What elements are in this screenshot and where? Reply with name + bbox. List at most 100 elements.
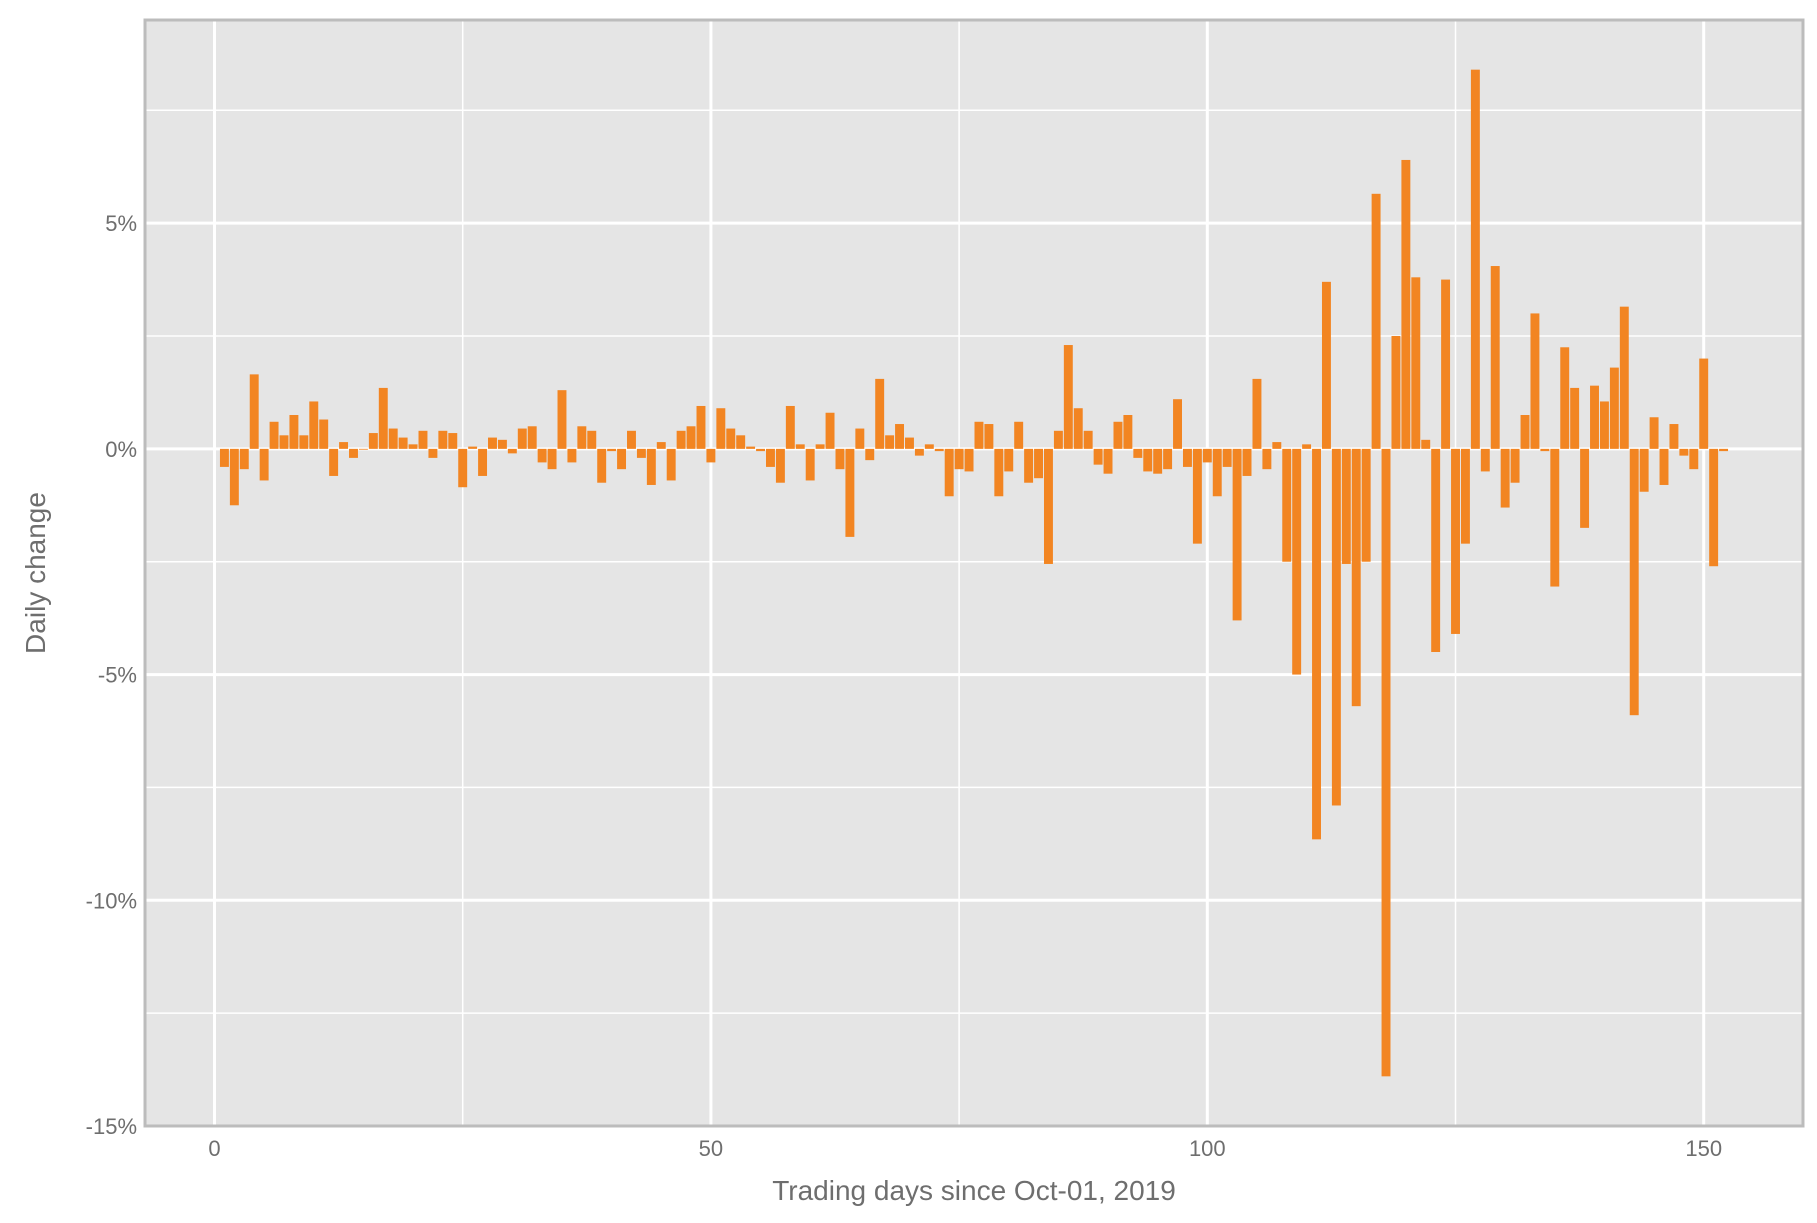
bar: [686, 426, 696, 449]
bar: [627, 430, 636, 449]
bar: [1699, 358, 1709, 449]
bar: [1302, 444, 1312, 449]
bar: [1441, 279, 1451, 449]
bar: [358, 448, 368, 450]
bar: [1391, 336, 1401, 449]
bar: [1609, 367, 1619, 449]
bar: [1371, 193, 1381, 449]
bar: [1222, 448, 1232, 467]
bar: [944, 448, 954, 497]
bar: [636, 448, 646, 458]
bar: [716, 408, 726, 449]
bar: [557, 390, 567, 449]
bar: [676, 430, 686, 449]
bar: [875, 378, 885, 449]
bar: [855, 428, 865, 449]
bar: [706, 448, 716, 463]
bar: [1351, 448, 1361, 707]
y-tick-label: -10%: [86, 888, 137, 913]
bar: [984, 424, 994, 449]
bar: [607, 448, 617, 452]
bar: [597, 448, 607, 483]
bar: [368, 433, 378, 449]
bar: [785, 405, 795, 449]
bar: [1093, 448, 1103, 465]
bar: [924, 444, 934, 449]
bar: [646, 448, 656, 485]
bar: [1500, 448, 1510, 508]
bar: [567, 448, 577, 463]
bar: [329, 448, 339, 476]
bar: [587, 430, 597, 449]
bar: [1341, 448, 1351, 564]
bar: [478, 448, 488, 476]
bar: [964, 448, 974, 472]
bar: [428, 448, 438, 458]
x-tick-label: 0: [208, 1136, 220, 1161]
bar: [448, 433, 458, 449]
bar: [1252, 378, 1262, 449]
bar: [1590, 385, 1599, 449]
bar: [1312, 448, 1321, 840]
plot-background: [145, 20, 1803, 1126]
bar: [289, 415, 299, 449]
bar: [1262, 448, 1272, 470]
bar: [1073, 408, 1083, 449]
bar: [1182, 448, 1192, 467]
bar: [1143, 448, 1153, 472]
y-axis-title: Daily change: [20, 492, 51, 654]
bar: [537, 448, 547, 463]
y-tick-label: 5%: [105, 211, 137, 236]
bar: [259, 448, 269, 481]
bar-series: [219, 69, 1729, 1077]
y-tick-label: -5%: [98, 663, 137, 688]
bar: [835, 448, 845, 470]
bar: [656, 442, 666, 449]
bar: [1063, 345, 1073, 449]
bar: [954, 448, 964, 470]
bar: [1470, 69, 1480, 449]
bar: [1242, 448, 1252, 476]
bar: [527, 426, 537, 449]
bar: [1083, 430, 1093, 449]
bar: [1381, 448, 1391, 1077]
bar: [1401, 159, 1411, 449]
bar: [1024, 448, 1034, 483]
bar: [825, 412, 835, 449]
bar: [1659, 448, 1669, 485]
bar: [458, 448, 468, 488]
bar: [1580, 448, 1590, 528]
bar: [1202, 448, 1212, 463]
bar: [1034, 448, 1044, 479]
bar: [319, 419, 329, 449]
bar: [914, 448, 924, 456]
bar: [746, 446, 756, 449]
bar: [1560, 347, 1570, 449]
bar: [279, 435, 289, 449]
bar: [1153, 448, 1163, 474]
bar: [1421, 439, 1431, 449]
bar: [617, 448, 627, 470]
bar: [1411, 277, 1421, 449]
bar: [339, 442, 349, 449]
bar: [488, 437, 497, 449]
bar: [299, 435, 309, 449]
bar: [229, 448, 239, 506]
y-tick-label: 0%: [105, 437, 137, 462]
bar: [1004, 448, 1014, 472]
bar: [1530, 313, 1540, 449]
bar: [1709, 448, 1719, 567]
y-axis-tick-labels: -15% -10% -5% 0% 5%: [86, 211, 137, 1139]
bar: [1361, 448, 1371, 562]
bar: [1629, 448, 1639, 716]
bar: [1480, 448, 1490, 472]
bar: [994, 448, 1004, 497]
bar: [726, 428, 736, 449]
bar: [895, 424, 905, 449]
bar: [845, 448, 855, 537]
bar: [378, 387, 388, 449]
bar: [1669, 424, 1679, 449]
bar: [1719, 448, 1729, 452]
bar: [418, 430, 428, 449]
bar: [1550, 448, 1560, 587]
